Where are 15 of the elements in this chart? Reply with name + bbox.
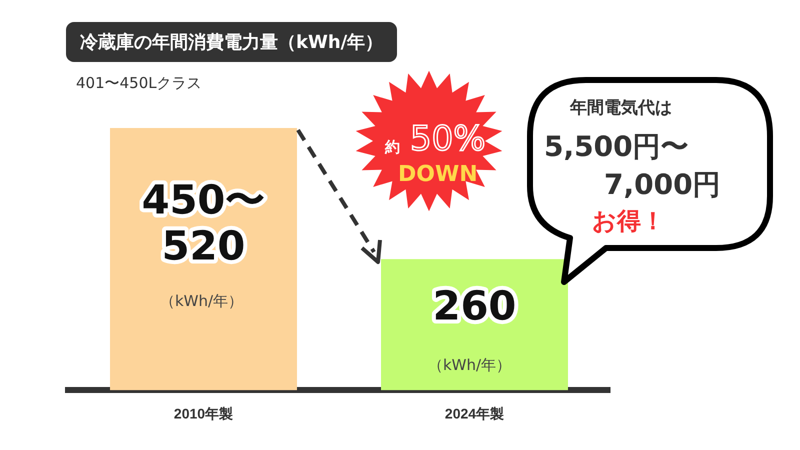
chart-subtitle: 401〜450Lクラス (76, 74, 202, 93)
text: 年間電気代は (570, 97, 672, 119)
annotation: （kWh/年） (428, 356, 512, 375)
annotation: 約 (385, 138, 400, 157)
annotation: 5,500円〜 (544, 129, 689, 165)
data-label: 450〜520 (142, 177, 266, 270)
annotation: お得！ (592, 206, 665, 237)
annotation: 7,000円 (604, 167, 721, 203)
annotation: 50% (410, 119, 486, 159)
data-label: 260 (432, 283, 516, 330)
annotation: DOWN (398, 162, 478, 187)
chart-title: 冷蔵庫の年間消費電力量（kWh/年） (66, 22, 398, 62)
annotation: （kWh/年） (160, 292, 244, 311)
x-tick-label: 2024年製 (444, 405, 504, 422)
x-tick-label: 2010年製 (174, 405, 234, 422)
